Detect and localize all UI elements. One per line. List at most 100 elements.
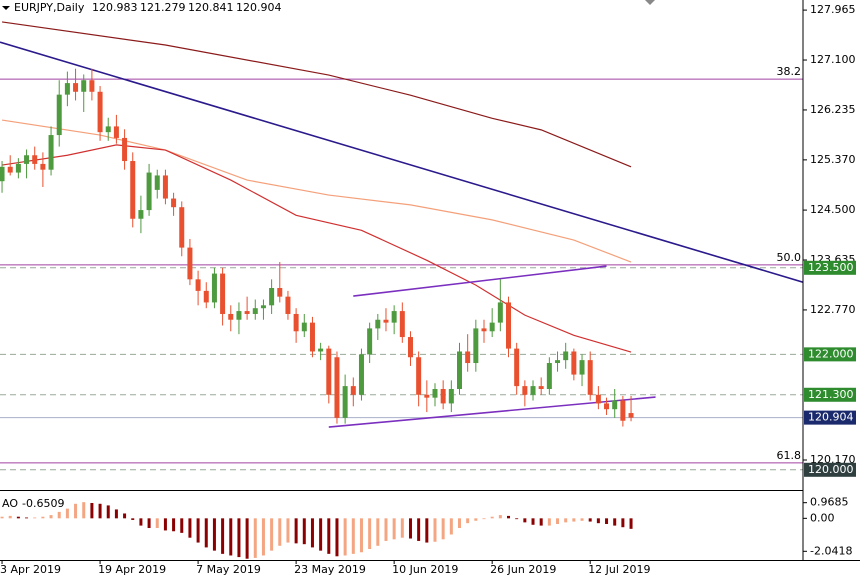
ao-bar <box>359 518 363 553</box>
x-tick-label: 3 Apr 2019 <box>0 563 61 576</box>
ao-bar <box>613 518 617 526</box>
candle-body <box>269 287 275 306</box>
moving-averages <box>1 21 632 168</box>
x-tick-label: 19 Apr 2019 <box>98 563 166 576</box>
indicator-tick-label: 0.00 <box>810 511 835 524</box>
ao-bar <box>25 517 29 519</box>
ao-bar <box>114 509 118 519</box>
candle-body <box>7 166 13 173</box>
candle-body <box>32 155 38 164</box>
trend-lines <box>328 396 656 428</box>
candle-body <box>0 166 5 182</box>
ao-bar <box>90 502 94 519</box>
price-level-tag <box>804 410 856 425</box>
price-level-tag <box>804 260 856 275</box>
candle-body <box>81 80 87 92</box>
indicator-tick-label: -2.0418 <box>810 544 852 557</box>
ao-bar <box>490 516 494 519</box>
fib-level-label: 61.8 <box>777 449 802 462</box>
ao-bar <box>425 518 429 543</box>
candle-body <box>407 337 413 358</box>
candle-body <box>514 348 520 387</box>
header-low: 120.841 <box>188 1 234 14</box>
y-tick-label: 122.770 <box>810 303 856 316</box>
candle-body <box>195 279 201 291</box>
candle-body <box>383 319 389 323</box>
moving-averages <box>1 119 632 263</box>
ao-bar <box>368 518 372 550</box>
candle-body <box>456 351 462 389</box>
ao-bar <box>98 503 102 519</box>
candle-body <box>130 161 136 219</box>
price-level-tag <box>804 462 856 477</box>
candle-body <box>89 80 95 92</box>
candle-body <box>481 328 487 332</box>
candle-body <box>220 273 226 314</box>
x-tick-label: 23 May 2019 <box>294 563 366 576</box>
ao-bar <box>286 518 290 543</box>
candle-body <box>146 172 152 211</box>
candle-body <box>309 322 315 352</box>
ao-bar <box>270 518 274 551</box>
indicator-value: -0.6509 <box>22 497 64 510</box>
candle-body <box>448 388 454 404</box>
candle-body <box>546 363 552 389</box>
ao-bar <box>302 518 306 545</box>
ao-bar <box>564 518 568 523</box>
candle-body <box>211 273 217 303</box>
candle-body <box>416 357 422 395</box>
ao-bar <box>131 518 135 520</box>
candle-body <box>465 351 471 364</box>
candle-body <box>432 388 438 398</box>
ao-bar <box>400 518 404 538</box>
candle-body <box>424 394 430 398</box>
ao-bar <box>343 518 347 556</box>
candle-body <box>538 386 544 389</box>
ao-bar <box>204 518 208 548</box>
header-arrow <box>2 6 10 10</box>
ao-bar <box>351 518 355 554</box>
trend-lines <box>353 265 607 297</box>
x-tick-label: 10 Jun 2019 <box>392 563 458 576</box>
ao-bar <box>163 518 167 531</box>
ao-bar <box>221 518 225 554</box>
candle-body <box>97 91 103 133</box>
ao-bar <box>474 518 478 521</box>
candle-body <box>375 319 381 329</box>
candle-body <box>244 311 250 314</box>
candle-body <box>587 360 593 395</box>
candle-body <box>252 308 258 314</box>
ao-bar <box>596 518 600 524</box>
candle-body <box>350 386 356 395</box>
ao-bar <box>556 518 560 524</box>
y-tick-label: 120.170 <box>810 453 856 466</box>
ao-bar <box>245 518 249 559</box>
moving-averages <box>1 144 632 353</box>
candle-body <box>64 83 70 95</box>
candle-body <box>628 413 634 418</box>
candle-body <box>473 328 479 364</box>
ao-bar <box>229 518 233 556</box>
ao-bar <box>253 518 257 558</box>
ao-bar <box>57 511 61 519</box>
candle-body <box>522 386 528 395</box>
ao-bar <box>588 518 592 522</box>
candle-body <box>620 400 626 421</box>
fib-level-label: 38.2 <box>777 65 802 78</box>
ao-bar <box>523 518 527 523</box>
ao-bar <box>605 518 609 524</box>
ao-bar <box>237 518 241 558</box>
candle-body <box>563 351 569 361</box>
ao-bar <box>278 518 282 546</box>
indicator-panel <box>0 502 633 559</box>
candle-body <box>497 302 503 323</box>
candle-body <box>24 155 30 164</box>
ao-bar <box>547 518 551 526</box>
price-level-label: 122.000 <box>808 347 854 360</box>
candle-body <box>399 311 405 338</box>
candle-body <box>334 357 340 418</box>
price-level-label: 120.904 <box>808 411 854 424</box>
candle-body <box>301 322 307 332</box>
ao-bar <box>384 518 388 541</box>
